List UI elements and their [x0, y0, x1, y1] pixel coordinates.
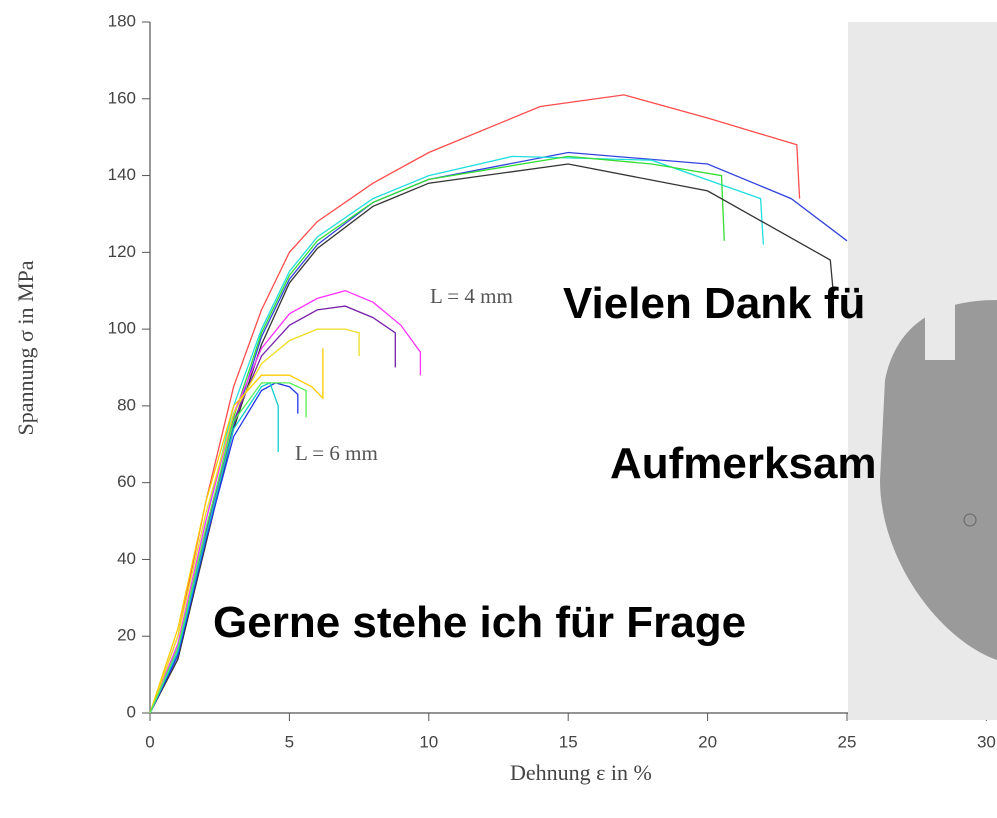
- y-tick-label: 140: [108, 165, 136, 184]
- y-tick-label: 20: [117, 626, 136, 645]
- y-tick-label: 40: [117, 549, 136, 568]
- x-tick-label: 5: [285, 732, 294, 751]
- y-tick-label: 180: [108, 11, 136, 30]
- series-line: [150, 306, 395, 713]
- y-tick-label: 80: [117, 395, 136, 414]
- series-line: [150, 329, 359, 713]
- x-tick-label: 0: [145, 732, 154, 751]
- y-tick-label: 60: [117, 472, 136, 491]
- y-axis-label: Spannung σ in MPa: [13, 260, 38, 435]
- annotation: L = 4 mm: [430, 284, 513, 308]
- overlay-text: Vielen Dank fü: [563, 279, 865, 328]
- series-line: [150, 291, 420, 713]
- y-tick-label: 160: [108, 88, 136, 107]
- x-tick-label: 20: [698, 732, 717, 751]
- annotation: L = 6 mm: [295, 441, 378, 465]
- x-tick-label: 25: [838, 732, 857, 751]
- chart: 0 20 40 60 80 100 120 140 160 180 0 5 10 15 20 25 30 L =…: [0, 0, 997, 818]
- overlay-text: Gerne stehe ich für Frage: [213, 598, 746, 647]
- y-tick-label: 100: [108, 319, 136, 338]
- y-tick-label: 120: [108, 242, 136, 261]
- x-tick-label: 30: [977, 732, 996, 751]
- x-tick-label: 15: [559, 732, 578, 751]
- photo-detail: [925, 300, 955, 360]
- x-tick-label: 10: [419, 732, 438, 751]
- page: {"chart_data": {"type": "line", "y_label…: [0, 0, 997, 818]
- y-tick-label: 0: [127, 702, 136, 721]
- overlay-text: Aufmerksam: [610, 439, 877, 488]
- x-axis-label: Dehnung ε in %: [510, 760, 652, 785]
- series-line: [150, 383, 278, 713]
- photo: [848, 22, 997, 720]
